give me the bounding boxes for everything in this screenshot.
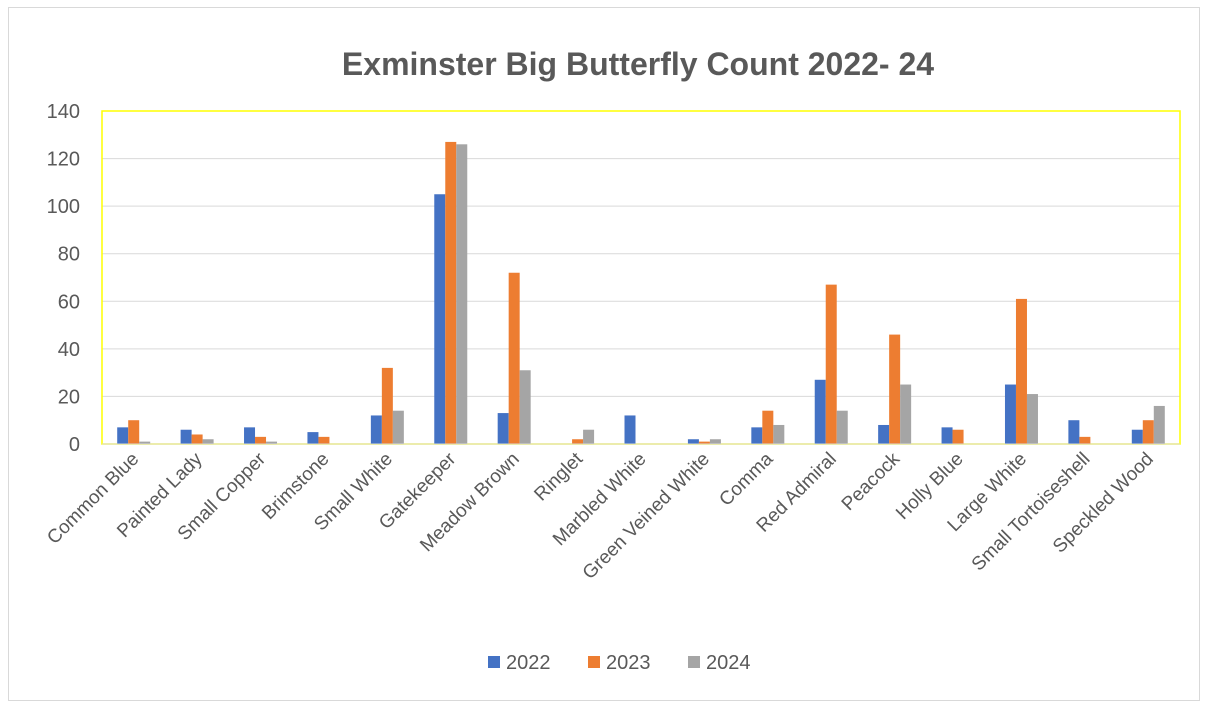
bar-2022-small-copper bbox=[244, 427, 256, 444]
legend-label-2023: 2023 bbox=[606, 652, 651, 674]
bar-2024-gatekeeper bbox=[456, 144, 468, 445]
bar-2023-gatekeeper bbox=[445, 141, 457, 444]
legend-swatch-2022 bbox=[488, 656, 500, 668]
bar-2024-meadow-brown bbox=[519, 370, 531, 444]
category-label: Peacock bbox=[838, 448, 905, 515]
y-axis-ticks: 0 20 40 60 80 100 120 140 bbox=[47, 101, 80, 456]
category-label: Comma bbox=[715, 448, 777, 510]
chart-frame bbox=[8, 7, 1200, 701]
bar-2023-small-white bbox=[381, 367, 393, 444]
y-tick-label: 0 bbox=[69, 434, 80, 456]
category-label: Ringlet bbox=[530, 448, 587, 505]
bar-2023-brimstone bbox=[318, 436, 330, 444]
legend-swatch-2023 bbox=[588, 656, 600, 668]
bar-2024-red-admiral bbox=[836, 410, 848, 444]
bar-2023-red-admiral bbox=[825, 284, 837, 444]
y-tick-label: 60 bbox=[58, 291, 80, 313]
y-tick-label: 100 bbox=[47, 196, 80, 218]
bar-2023-small-copper bbox=[255, 436, 267, 444]
bar-2024-comma bbox=[773, 424, 785, 444]
bar-2024-green-veined-white bbox=[709, 439, 721, 444]
bar-2022-painted-lady bbox=[180, 429, 192, 444]
chart-title: Exminster Big Butterfly Count 2022- 24 bbox=[342, 46, 934, 82]
bar-2022-meadow-brown bbox=[497, 413, 509, 444]
legend-swatch-2024 bbox=[688, 656, 700, 668]
category-label: Green Veined White bbox=[579, 449, 714, 584]
bar-2022-green-veined-white bbox=[687, 439, 699, 444]
bar-2024-peacock bbox=[900, 384, 912, 444]
bar-2023-meadow-brown bbox=[508, 272, 520, 444]
bars bbox=[117, 141, 1165, 445]
bar-2022-red-admiral bbox=[814, 379, 826, 444]
bar-2023-small-tortoiseshell bbox=[1079, 436, 1091, 444]
bar-2023-holly-blue bbox=[952, 429, 964, 444]
bar-2022-comma bbox=[751, 427, 763, 444]
legend-label-2024: 2024 bbox=[706, 652, 751, 674]
y-tick-label: 80 bbox=[58, 244, 80, 266]
bar-2023-comma bbox=[762, 410, 774, 444]
bar-2022-brimstone bbox=[307, 432, 319, 444]
bar-2022-marbled-white bbox=[624, 415, 636, 444]
legend-label-2022: 2022 bbox=[506, 652, 551, 674]
bar-2024-common-blue bbox=[139, 441, 151, 444]
category-label: Small Tortoiseshell bbox=[968, 449, 1095, 576]
bar-2022-gatekeeper bbox=[434, 194, 446, 444]
bar-2024-speckled-wood bbox=[1153, 405, 1165, 444]
y-tick-label: 20 bbox=[58, 386, 80, 408]
bar-2022-common-blue bbox=[117, 427, 129, 444]
bar-2023-green-veined-white bbox=[698, 441, 710, 444]
bar-2022-peacock bbox=[878, 424, 890, 444]
y-tick-label: 140 bbox=[47, 101, 80, 123]
bar-2023-common-blue bbox=[128, 420, 140, 444]
bar-2023-peacock bbox=[889, 334, 901, 444]
bar-2023-speckled-wood bbox=[1142, 420, 1154, 444]
bar-2022-speckled-wood bbox=[1131, 429, 1143, 444]
bar-2022-small-tortoiseshell bbox=[1068, 420, 1080, 444]
bar-2022-small-white bbox=[370, 415, 382, 444]
bar-2024-small-copper bbox=[266, 441, 278, 444]
legend: 2022 2023 2024 bbox=[488, 652, 751, 674]
bar-2024-small-white bbox=[392, 410, 404, 444]
bar-2022-holly-blue bbox=[941, 427, 953, 444]
bar-2023-ringlet bbox=[572, 439, 584, 444]
y-tick-label: 40 bbox=[58, 339, 80, 361]
bar-2024-ringlet bbox=[583, 429, 595, 444]
bar-2024-large-white bbox=[1026, 394, 1038, 444]
bar-2023-large-white bbox=[1015, 298, 1027, 444]
bar-2024-painted-lady bbox=[202, 439, 214, 444]
bar-2023-painted-lady bbox=[191, 434, 203, 444]
y-tick-label: 120 bbox=[47, 149, 80, 171]
bar-2022-large-white bbox=[1004, 384, 1016, 444]
